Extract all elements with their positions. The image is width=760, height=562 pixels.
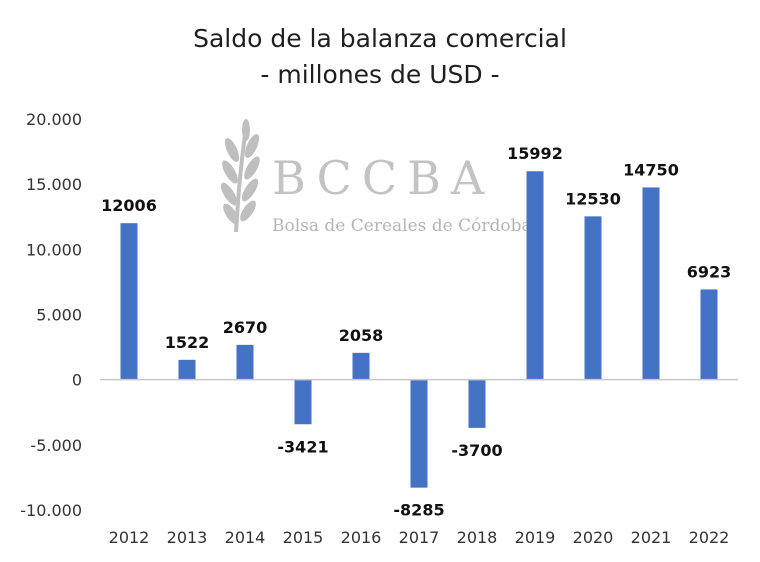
data-label: 12006 xyxy=(101,196,157,215)
x-tick-label: 2018 xyxy=(457,528,498,547)
data-label: -8285 xyxy=(393,501,444,520)
bar-2012 xyxy=(120,223,138,380)
data-label: 6923 xyxy=(687,262,732,281)
watermark-subtitle: Bolsa de Cereales de Córdoba xyxy=(272,216,532,236)
x-tick-label: 2017 xyxy=(399,528,440,547)
chart-subtitle: - millones de USD - xyxy=(260,60,500,89)
watermark-logo: BCCBA Bolsa de Cereales de Córdoba xyxy=(220,119,532,236)
bar-2016 xyxy=(352,352,370,380)
x-tick-label: 2022 xyxy=(689,528,730,547)
x-tick-label: 2019 xyxy=(515,528,556,547)
bar-2013 xyxy=(178,359,196,380)
data-label: 14750 xyxy=(623,160,679,179)
bar-2014 xyxy=(236,344,254,380)
data-label: 2058 xyxy=(339,326,384,345)
y-tick-label: 10.000 xyxy=(26,240,82,259)
watermark-letters: BCCBA xyxy=(272,151,494,205)
y-tick-label: -10.000 xyxy=(20,501,82,520)
data-label: 15992 xyxy=(507,144,563,163)
x-tick-label: 2014 xyxy=(225,528,266,547)
x-tick-label: 2016 xyxy=(341,528,382,547)
bar-2015 xyxy=(294,379,312,425)
x-tick-label: 2013 xyxy=(167,528,208,547)
data-label: 2670 xyxy=(223,318,268,337)
y-tick-label: 15.000 xyxy=(26,175,82,194)
bar-2019 xyxy=(526,171,544,380)
data-label: -3421 xyxy=(277,437,328,456)
bar-2018 xyxy=(468,379,486,428)
bar-2021 xyxy=(642,187,660,380)
bar-2022 xyxy=(700,289,718,380)
chart-title: Saldo de la balanza comercial xyxy=(193,24,567,53)
bar-2020 xyxy=(584,216,602,380)
wheat-icon xyxy=(220,119,260,233)
data-label: 12530 xyxy=(565,189,621,208)
x-tick-label: 2021 xyxy=(631,528,672,547)
y-tick-label: 5.000 xyxy=(36,306,82,325)
x-tick-label: 2020 xyxy=(573,528,614,547)
bar-2017 xyxy=(410,379,428,488)
y-tick-label: 20.000 xyxy=(26,110,82,129)
y-tick-label: -5.000 xyxy=(30,436,82,455)
data-label: 1522 xyxy=(165,333,210,352)
data-label: -3700 xyxy=(451,441,502,460)
x-tick-label: 2012 xyxy=(109,528,150,547)
y-tick-label: 0 xyxy=(72,371,82,390)
x-tick-label: 2015 xyxy=(283,528,324,547)
